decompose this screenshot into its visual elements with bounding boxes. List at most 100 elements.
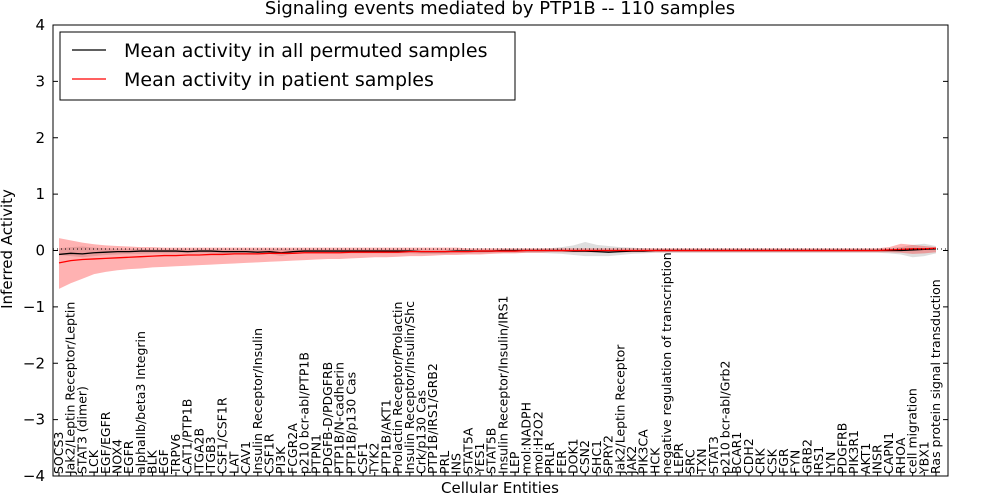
category-label: CAV1	[238, 441, 253, 474]
category-label: LCK	[86, 449, 101, 474]
category-label: CRK	[753, 448, 768, 474]
category-label: SRC	[682, 449, 697, 474]
category-label: mol:H2O2	[530, 411, 545, 474]
category-label: p210 bcr-abl/PTP1B	[297, 352, 312, 474]
category-label: YES1	[472, 443, 487, 475]
category-label: TYK2	[367, 443, 382, 475]
category-label: Jak2/Leptin Receptor/Leptin	[63, 302, 78, 475]
category-label: EGFR	[121, 440, 136, 474]
legend-box	[59, 31, 516, 101]
category-label: GRB2	[799, 439, 814, 474]
category-label: LEP	[507, 451, 522, 474]
category-label: FCGR2A	[285, 423, 300, 474]
category-label: SOCS3	[51, 432, 66, 474]
chart-title: Signaling events mediated by PTP1B -- 11…	[265, 0, 735, 19]
category-label: RHOA	[893, 437, 908, 474]
category-label: p210 bcr-abl/Grb2	[718, 361, 733, 474]
category-label: CDH2	[741, 438, 756, 474]
category-label: mol:NADPH	[519, 402, 534, 474]
y-tick-label: −1	[23, 298, 45, 316]
category-label: PIK3R1	[846, 430, 861, 474]
category-label: TRPV6	[168, 434, 183, 475]
line-series-1	[58, 247, 937, 264]
category-label: Jak2/Leptin Receptor	[612, 344, 627, 475]
category-label: INSR	[870, 444, 885, 474]
category-label: PRLR	[542, 442, 557, 474]
category-label: PTP1B/p130 Cas	[343, 372, 358, 474]
y-tick-label: 4	[35, 16, 45, 34]
category-label: SHC1	[589, 440, 604, 474]
category-label: CSF1	[355, 442, 370, 474]
y-tick-label: 1	[35, 185, 45, 203]
category-label: AKT1	[858, 443, 873, 474]
x-axis-ticks	[58, 472, 937, 476]
category-label: FER	[554, 450, 569, 474]
category-label: CSF1/CSF1R	[215, 397, 230, 474]
category-label: negative regulation of transcription	[659, 252, 674, 474]
category-label: FYN	[788, 450, 803, 474]
series-lines	[58, 247, 937, 264]
y-tick-label: −2	[23, 354, 45, 372]
category-label: LYN	[823, 452, 838, 474]
y-tick-label: 2	[35, 129, 45, 147]
category-label: PIK3CA	[636, 429, 651, 474]
category-label: PTP1B/AKT1	[378, 399, 393, 474]
category-label: CSF1R	[261, 433, 276, 474]
category-label: Insulin Receptor/Insulin	[250, 328, 265, 474]
category-label: TXN	[694, 448, 709, 475]
category-label: Ras protein signal transduction	[928, 279, 943, 474]
y-tick-label: 3	[35, 72, 45, 90]
category-label: STAT5B	[484, 428, 499, 474]
category-label: HCK	[647, 447, 662, 474]
category-label: STAT3 (dimer)	[74, 386, 89, 474]
category-label: PTP1B/N-cadherin	[332, 362, 347, 474]
category-label: STAT5A	[460, 427, 475, 474]
category-label: PRL	[437, 451, 452, 474]
category-label: JAK2	[624, 446, 639, 475]
category-label: ITGA2B	[191, 428, 206, 474]
confidence-bands	[59, 238, 936, 289]
category-label: FGR	[776, 448, 791, 474]
category-label: DOK1	[566, 438, 581, 474]
category-label: Insulin Receptor/Insulin/IRS1	[495, 296, 510, 474]
category-label: Prolactin Receptor/Prolactin	[390, 302, 405, 474]
category-label: CSK	[764, 448, 779, 474]
legend-label-permuted: Mean activity in all permuted samples	[124, 40, 487, 62]
category-label: SPRY2	[601, 435, 616, 474]
category-label: PTP1B/IRS1/GRB2	[425, 363, 440, 474]
y-axis-ticks: −4 −3 −2 −1 0 1 2 3 4	[23, 16, 948, 485]
category-label: Crk/p130 Cas	[413, 390, 428, 474]
category-label: BLK	[145, 449, 160, 474]
category-label: LAT	[226, 451, 241, 474]
category-label: CSN2	[577, 440, 592, 474]
category-label: EGF/EGFR	[98, 411, 113, 474]
band-series-1	[59, 238, 936, 289]
category-label: NOX4	[109, 439, 124, 474]
y-axis-label: Inferred Activity	[0, 189, 16, 309]
legend-label-patient: Mean activity in patient samples	[124, 69, 434, 91]
legend: Mean activity in all permuted samples Me…	[59, 31, 516, 101]
category-label: PTPN1	[308, 434, 323, 474]
category-label: LEPR	[671, 443, 686, 474]
category-label: Insulin Receptor/Insulin/Shc	[402, 301, 417, 474]
category-label: STAT3	[706, 436, 721, 474]
category-label: YBX1	[916, 441, 931, 475]
category-label: EGF	[156, 449, 171, 474]
category-label: BCAR1	[729, 432, 744, 474]
category-label: IRS1	[811, 446, 826, 474]
x-axis-label: Cellular Entities	[441, 479, 559, 497]
y-tick-label: −4	[23, 467, 45, 485]
category-label: PDGFB-D/PDGFRB	[320, 362, 335, 474]
category-label: PDGFRB	[834, 423, 849, 474]
category-label: INS	[449, 453, 464, 474]
category-label: CAPN1	[881, 432, 896, 474]
y-tick-label: −3	[23, 411, 45, 429]
category-label: ITGB3	[203, 436, 218, 474]
category-label: PI3K	[273, 446, 288, 474]
y-tick-label: 0	[35, 242, 45, 260]
category-label: cell migration	[905, 388, 920, 474]
category-label: CAT1/PTP1B	[180, 399, 195, 474]
category-label: alphaIIb/beta3 Integrin	[133, 331, 148, 474]
